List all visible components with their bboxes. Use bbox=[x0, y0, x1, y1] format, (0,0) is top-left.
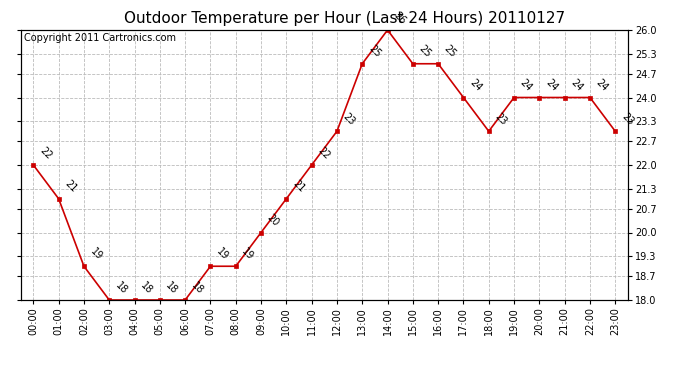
Text: Copyright 2011 Cartronics.com: Copyright 2011 Cartronics.com bbox=[23, 33, 176, 43]
Text: 23: 23 bbox=[620, 111, 635, 127]
Text: Outdoor Temperature per Hour (Last 24 Hours) 20110127: Outdoor Temperature per Hour (Last 24 Ho… bbox=[124, 11, 566, 26]
Text: 24: 24 bbox=[518, 78, 534, 93]
Text: 26: 26 bbox=[392, 10, 408, 26]
Text: 18: 18 bbox=[113, 280, 129, 296]
Text: 23: 23 bbox=[493, 111, 509, 127]
Text: 25: 25 bbox=[417, 44, 433, 60]
Text: 24: 24 bbox=[594, 78, 610, 93]
Text: 24: 24 bbox=[569, 78, 584, 93]
Text: 22: 22 bbox=[316, 145, 332, 161]
Text: 24: 24 bbox=[468, 78, 484, 93]
Text: 20: 20 bbox=[265, 213, 281, 228]
Text: 18: 18 bbox=[139, 280, 155, 296]
Text: 25: 25 bbox=[366, 44, 382, 60]
Text: 18: 18 bbox=[189, 280, 205, 296]
Text: 22: 22 bbox=[37, 145, 53, 161]
Text: 21: 21 bbox=[63, 179, 79, 195]
Text: 23: 23 bbox=[341, 111, 357, 127]
Text: 24: 24 bbox=[544, 78, 560, 93]
Text: 21: 21 bbox=[290, 179, 306, 195]
Text: 18: 18 bbox=[164, 280, 180, 296]
Text: 25: 25 bbox=[442, 44, 458, 60]
Text: 19: 19 bbox=[240, 246, 256, 262]
Text: 19: 19 bbox=[88, 246, 104, 262]
Text: 19: 19 bbox=[215, 246, 230, 262]
